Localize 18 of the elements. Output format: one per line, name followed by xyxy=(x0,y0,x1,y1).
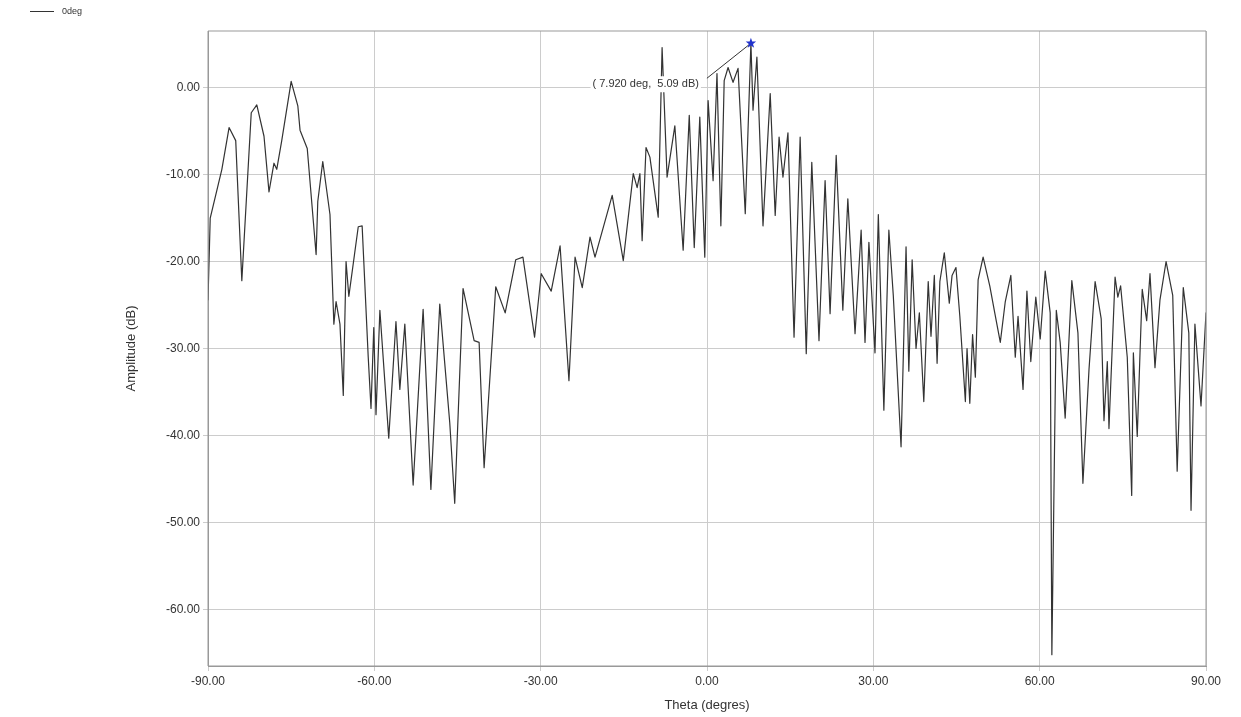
y-tick-label: -50.00 xyxy=(165,514,201,529)
y-tick-label: -30.00 xyxy=(165,340,201,355)
x-tick-label: 30.00 xyxy=(858,673,889,688)
y-tick-label: -20.00 xyxy=(165,253,201,268)
x-tick-label: -30.00 xyxy=(523,673,558,688)
x-tick-label: 60.00 xyxy=(1024,673,1056,688)
annotation: ( 7.920 deg, 5.09 dB) xyxy=(592,77,699,90)
x-tick-label: -60.00 xyxy=(357,673,392,688)
y-axis-title: Amplitude (dB) xyxy=(123,305,139,392)
y-tick-label: -60.00 xyxy=(165,601,201,616)
x-tick-label: 90.00 xyxy=(1190,673,1222,688)
y-tick-label: -10.00 xyxy=(165,166,201,181)
y-tick-label: 0.00 xyxy=(176,79,201,94)
x-axis-title: Theta (degres) xyxy=(664,696,750,712)
x-tick-label: -90.00 xyxy=(190,673,226,688)
y-tick-label: -40.00 xyxy=(165,427,201,442)
x-tick-label: 0.00 xyxy=(695,673,719,688)
legend-label: 0deg xyxy=(62,6,83,16)
